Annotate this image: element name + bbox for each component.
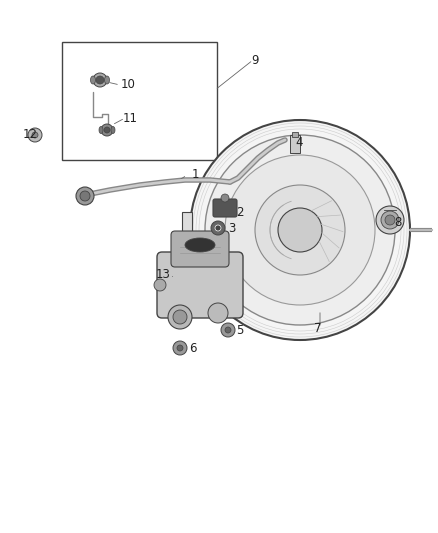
Text: 10: 10: [120, 78, 135, 92]
Text: 2: 2: [236, 206, 244, 220]
Ellipse shape: [105, 76, 110, 84]
Circle shape: [221, 194, 229, 202]
Circle shape: [101, 124, 113, 136]
Circle shape: [76, 187, 94, 205]
Circle shape: [28, 128, 42, 142]
Circle shape: [255, 185, 345, 275]
Circle shape: [381, 211, 399, 229]
Circle shape: [177, 345, 183, 351]
Circle shape: [221, 323, 235, 337]
Circle shape: [168, 305, 192, 329]
Circle shape: [96, 76, 104, 84]
Bar: [290, 135, 300, 153]
Text: 12: 12: [22, 128, 38, 141]
Circle shape: [278, 208, 322, 252]
Text: 4: 4: [295, 136, 303, 149]
Ellipse shape: [99, 126, 103, 133]
Text: 13: 13: [155, 269, 170, 281]
Text: 6: 6: [189, 342, 197, 354]
Text: 5: 5: [237, 324, 244, 336]
FancyBboxPatch shape: [171, 231, 229, 267]
Ellipse shape: [91, 76, 95, 84]
Circle shape: [215, 225, 221, 231]
Ellipse shape: [111, 126, 115, 133]
Bar: [182, 212, 192, 248]
Bar: [292, 132, 298, 137]
FancyBboxPatch shape: [157, 252, 243, 318]
Text: 11: 11: [123, 111, 138, 125]
Circle shape: [385, 215, 395, 225]
Circle shape: [173, 310, 187, 324]
Text: 9: 9: [251, 53, 259, 67]
Text: 3: 3: [228, 222, 236, 235]
Text: 7: 7: [314, 321, 322, 335]
Circle shape: [32, 132, 38, 138]
Circle shape: [93, 73, 107, 87]
Text: 1: 1: [191, 168, 199, 182]
Circle shape: [376, 206, 404, 234]
Circle shape: [211, 221, 225, 235]
Circle shape: [80, 191, 90, 201]
Text: 8: 8: [394, 215, 402, 229]
Circle shape: [190, 120, 410, 340]
Circle shape: [173, 341, 187, 355]
Circle shape: [154, 279, 166, 291]
Circle shape: [225, 327, 231, 333]
Circle shape: [104, 127, 110, 133]
Circle shape: [208, 303, 228, 323]
Ellipse shape: [185, 238, 215, 252]
Circle shape: [225, 155, 375, 305]
FancyBboxPatch shape: [213, 199, 237, 217]
Circle shape: [205, 135, 395, 325]
Bar: [62, 42, 217, 160]
